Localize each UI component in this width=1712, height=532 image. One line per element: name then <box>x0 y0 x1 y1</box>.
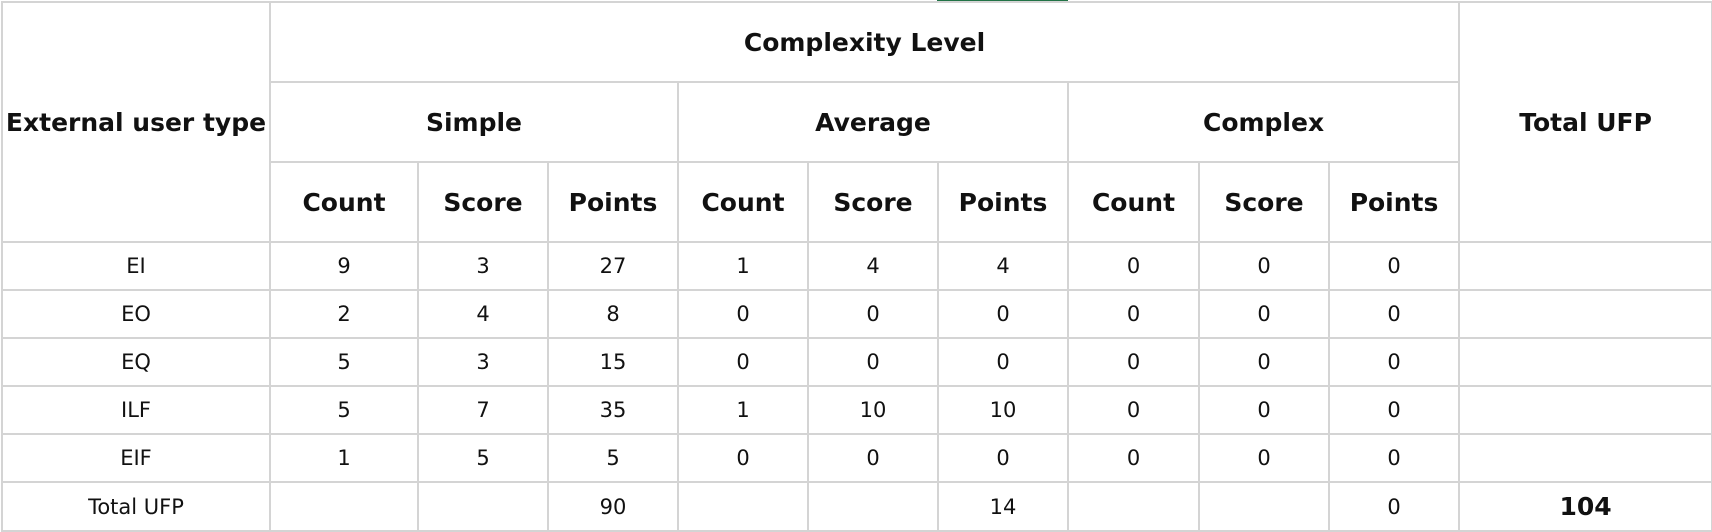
data-cell[interactable]: 8 <box>547 289 679 339</box>
table-row: EIF 1 5 5 0 0 0 0 0 0 <box>1 433 1712 483</box>
row-type-cell[interactable]: EI <box>1 241 271 291</box>
row-total-cell[interactable] <box>1458 385 1712 435</box>
data-cell[interactable]: 5 <box>269 385 419 435</box>
row-type-cell[interactable]: EO <box>1 289 271 339</box>
total-row-label[interactable]: Total UFP <box>1 481 271 532</box>
header-average-points[interactable]: Points <box>937 161 1069 243</box>
data-cell[interactable]: 5 <box>269 337 419 387</box>
total-cell[interactable] <box>417 481 549 532</box>
data-cell[interactable]: 0 <box>1067 289 1200 339</box>
data-cell[interactable]: 0 <box>1327 385 1461 435</box>
data-cell[interactable]: 1 <box>677 385 809 435</box>
data-cell[interactable]: 1 <box>677 241 809 291</box>
data-cell[interactable]: 0 <box>1327 241 1461 291</box>
table-row: EQ 5 3 15 0 0 0 0 0 0 <box>1 337 1712 387</box>
header-simple[interactable]: Simple <box>269 81 679 163</box>
total-cell[interactable] <box>269 481 419 532</box>
data-cell[interactable]: 2 <box>269 289 419 339</box>
row-total-cell[interactable] <box>1458 289 1712 339</box>
data-cell[interactable]: 0 <box>807 337 939 387</box>
table-row: EO 2 4 8 0 0 0 0 0 0 <box>1 289 1712 339</box>
header-simple-score[interactable]: Score <box>417 161 549 243</box>
header-complex-points[interactable]: Points <box>1327 161 1461 243</box>
header-average-score[interactable]: Score <box>807 161 939 243</box>
data-cell[interactable]: 0 <box>1198 289 1330 339</box>
data-cell[interactable]: 10 <box>807 385 939 435</box>
data-cell[interactable]: 0 <box>1198 337 1330 387</box>
data-cell[interactable]: 0 <box>1327 337 1461 387</box>
total-cell[interactable] <box>1198 481 1330 532</box>
grand-total-cell[interactable]: 104 <box>1458 481 1712 532</box>
data-cell[interactable]: 0 <box>937 433 1069 483</box>
data-cell[interactable]: 4 <box>417 289 549 339</box>
data-cell[interactable]: 1 <box>269 433 419 483</box>
row-total-cell[interactable] <box>1458 337 1712 387</box>
total-row: Total UFP 90 14 0 104 <box>1 481 1712 532</box>
data-cell[interactable]: 0 <box>1067 385 1200 435</box>
header-simple-count[interactable]: Count <box>269 161 419 243</box>
data-cell[interactable]: 3 <box>417 241 549 291</box>
total-cell[interactable]: 90 <box>547 481 679 532</box>
data-cell[interactable]: 27 <box>547 241 679 291</box>
header-complexity-level[interactable]: Complexity Level <box>268 1 1461 83</box>
data-cell[interactable]: 7 <box>417 385 549 435</box>
data-cell[interactable]: 0 <box>677 337 809 387</box>
data-cell[interactable]: 0 <box>1198 241 1330 291</box>
data-cell[interactable]: 3 <box>417 337 549 387</box>
table-row: EI 9 3 27 1 4 4 0 0 0 <box>1 241 1712 291</box>
row-total-cell[interactable] <box>1458 433 1712 483</box>
data-cell[interactable]: 0 <box>1067 241 1200 291</box>
data-cell[interactable]: 5 <box>547 433 679 483</box>
header-simple-points[interactable]: Points <box>547 161 679 243</box>
header-complex[interactable]: Complex <box>1066 81 1461 163</box>
data-cell[interactable]: 0 <box>1067 337 1200 387</box>
data-cell[interactable]: 0 <box>1198 433 1330 483</box>
total-cell[interactable] <box>807 481 939 532</box>
data-cell[interactable]: 0 <box>807 289 939 339</box>
header-complex-count[interactable]: Count <box>1067 161 1200 243</box>
data-cell[interactable]: 0 <box>937 289 1069 339</box>
row-type-cell[interactable]: ILF <box>1 385 271 435</box>
data-cell[interactable]: 0 <box>1327 433 1461 483</box>
total-cell[interactable]: 14 <box>937 481 1069 532</box>
data-cell[interactable]: 0 <box>807 433 939 483</box>
total-cell[interactable] <box>677 481 809 532</box>
header-external-user-type[interactable]: External user type <box>1 1 271 243</box>
data-cell[interactable]: 0 <box>677 289 809 339</box>
data-cell[interactable]: 35 <box>547 385 679 435</box>
header-average-count[interactable]: Count <box>677 161 809 243</box>
row-type-cell[interactable]: EIF <box>1 433 271 483</box>
data-cell[interactable]: 4 <box>807 241 939 291</box>
data-cell[interactable]: 5 <box>417 433 549 483</box>
data-cell[interactable]: 10 <box>937 385 1069 435</box>
header-complex-score[interactable]: Score <box>1198 161 1330 243</box>
data-cell[interactable]: 9 <box>269 241 419 291</box>
header-average[interactable]: Average <box>677 81 1069 163</box>
data-cell[interactable]: 15 <box>547 337 679 387</box>
data-cell[interactable]: 4 <box>937 241 1069 291</box>
total-cell[interactable]: 0 <box>1327 481 1461 532</box>
data-cell[interactable]: 0 <box>677 433 809 483</box>
data-cell[interactable]: 0 <box>1198 385 1330 435</box>
row-type-cell[interactable]: EQ <box>1 337 271 387</box>
table-row: ILF 5 7 35 1 10 10 0 0 0 <box>1 385 1712 435</box>
header-total-ufp[interactable]: Total UFP <box>1458 1 1712 243</box>
data-cell[interactable]: 0 <box>1327 289 1461 339</box>
total-cell[interactable] <box>1067 481 1200 532</box>
data-cell[interactable]: 0 <box>937 337 1069 387</box>
data-cell[interactable]: 0 <box>1067 433 1200 483</box>
row-total-cell[interactable] <box>1458 241 1712 291</box>
